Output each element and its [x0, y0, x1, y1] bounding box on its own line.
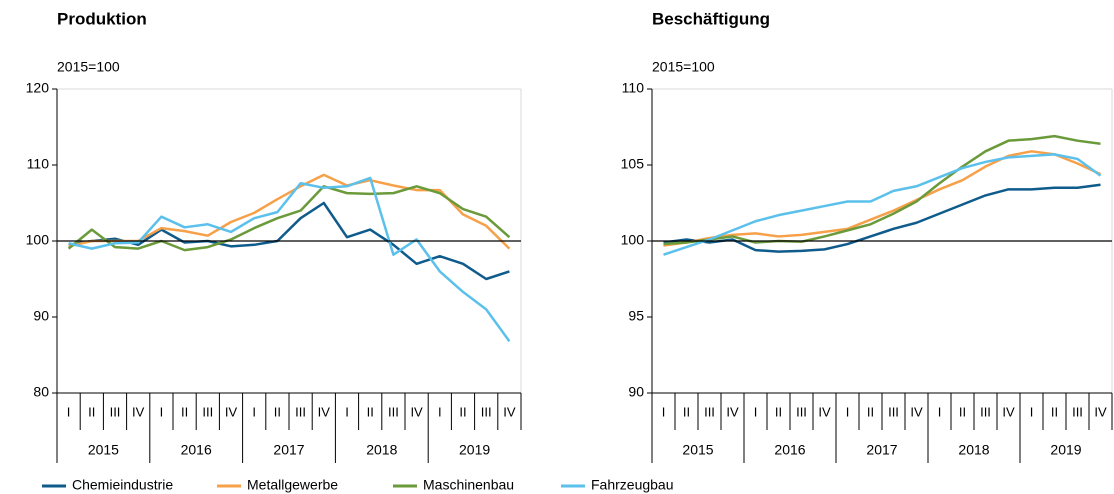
x-tick-label: I — [438, 404, 442, 419]
x-tick-label: II — [88, 404, 95, 419]
x-tick-label: IV — [910, 404, 923, 419]
x-tick-label: IV — [503, 404, 516, 419]
y-tick-label: 100 — [26, 232, 50, 248]
chart-title: Produktion — [57, 9, 147, 28]
x-tick-label: IV — [1002, 404, 1015, 419]
x-tick-label: I — [938, 404, 942, 419]
x-group-label: 2016 — [774, 442, 805, 458]
x-tick-label: IV — [132, 404, 145, 419]
y-tick-label: 110 — [27, 156, 50, 172]
series-line — [67, 185, 511, 252]
x-tick-label: I — [1030, 404, 1034, 419]
x-tick-label: III — [1072, 404, 1083, 419]
x-tick-label: III — [202, 404, 213, 419]
x-tick-label: I — [754, 404, 758, 419]
x-group-label: 2019 — [1050, 442, 1081, 458]
x-tick-label: IV — [818, 404, 831, 419]
x-tick-label: I — [252, 404, 256, 419]
x-tick-label: IV — [225, 404, 238, 419]
y-tick-label: 105 — [621, 156, 645, 172]
y-tick-label: 80 — [33, 384, 49, 400]
legend-label: Fahrzeugbau — [591, 477, 674, 493]
x-group-label: 2017 — [273, 442, 304, 458]
x-tick-label: I — [160, 404, 164, 419]
x-tick-label: II — [959, 404, 966, 419]
series-line — [663, 150, 1102, 247]
x-group-label: 2015 — [88, 442, 119, 458]
x-tick-label: I — [67, 404, 71, 419]
y-tick-label: 90 — [628, 384, 644, 400]
x-tick-label: III — [704, 404, 715, 419]
series-line — [68, 201, 510, 281]
x-tick-label: I — [662, 404, 666, 419]
x-group-label: 2015 — [682, 442, 713, 458]
x-tick-label: III — [295, 404, 306, 419]
x-tick-label: III — [888, 404, 899, 419]
x-tick-label: IV — [726, 404, 739, 419]
chart-title: Beschäftigung — [652, 9, 770, 28]
x-tick-label: II — [683, 404, 690, 419]
x-group-label: 2019 — [459, 442, 490, 458]
x-tick-label: II — [459, 404, 466, 419]
legend-label: Chemieindustrie — [72, 477, 173, 493]
x-tick-label: II — [867, 404, 874, 419]
x-group-label: 2018 — [958, 442, 989, 458]
x-tick-label: III — [110, 404, 121, 419]
x-tick-label: II — [274, 404, 281, 419]
series-line — [663, 153, 1102, 256]
x-tick-label: II — [367, 404, 374, 419]
x-tick-label: II — [181, 404, 188, 419]
y-tick-label: 120 — [26, 80, 50, 96]
y-tick-label: 90 — [33, 308, 49, 324]
x-tick-label: II — [1051, 404, 1058, 419]
x-group-label: 2016 — [181, 442, 212, 458]
series-line — [663, 134, 1101, 246]
x-tick-label: III — [980, 404, 991, 419]
series-line — [68, 176, 511, 343]
x-tick-label: II — [775, 404, 782, 419]
unit-label: 2015=100 — [652, 59, 715, 75]
x-group-label: 2018 — [366, 442, 397, 458]
series-line — [68, 173, 511, 250]
x-tick-label: I — [846, 404, 850, 419]
x-tick-label: IV — [410, 404, 423, 419]
legend-label: Maschinenbau — [423, 477, 514, 493]
legend-label: Metallgewerbe — [247, 477, 338, 493]
x-group-label: 2017 — [866, 442, 897, 458]
x-tick-label: III — [796, 404, 807, 419]
x-tick-label: IV — [1094, 404, 1107, 419]
y-tick-label: 100 — [621, 232, 645, 248]
x-tick-label: III — [388, 404, 399, 419]
unit-label: 2015=100 — [57, 59, 120, 75]
y-tick-label: 95 — [628, 308, 644, 324]
x-tick-label: I — [345, 404, 349, 419]
x-tick-label: IV — [318, 404, 331, 419]
y-tick-label: 110 — [622, 80, 645, 96]
x-tick-label: III — [481, 404, 492, 419]
